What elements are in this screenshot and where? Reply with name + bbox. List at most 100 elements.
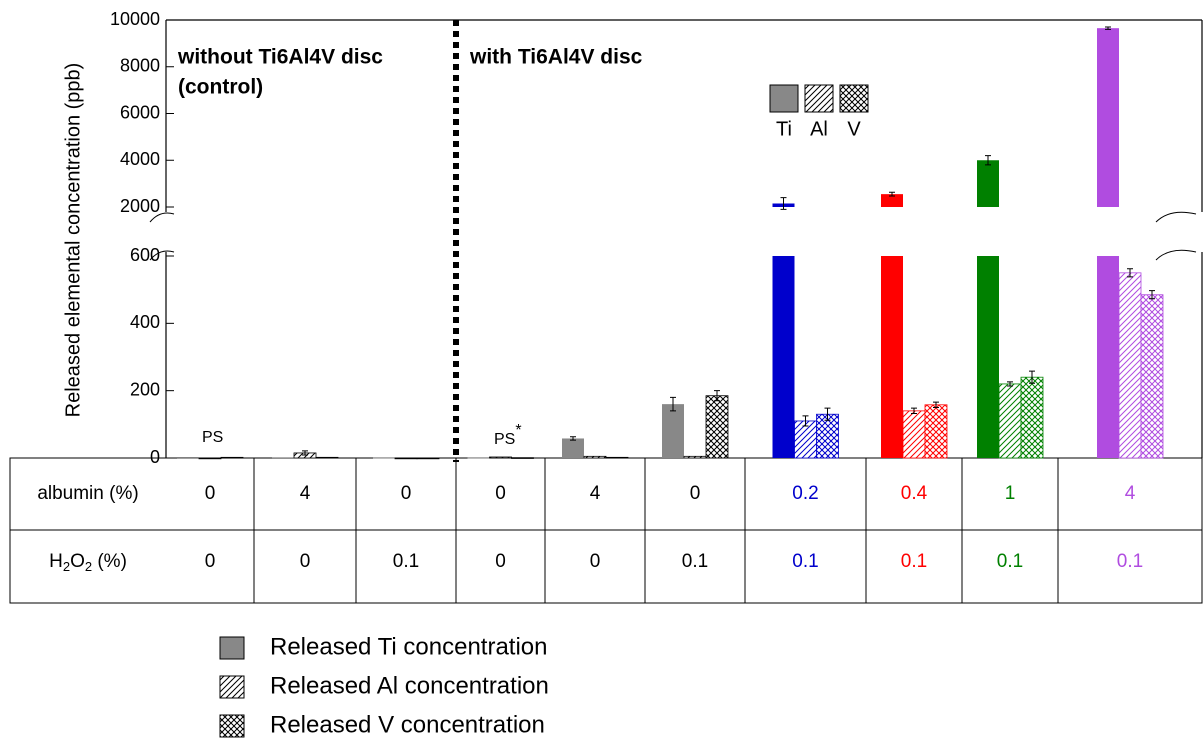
bar <box>683 455 707 459</box>
table-cell: 0 <box>205 551 216 572</box>
legend-swatch <box>219 675 245 699</box>
table-cell: 0 <box>690 483 701 504</box>
error-bar <box>889 191 895 197</box>
axis-break-gap <box>150 212 1204 252</box>
table-cell: 0.2 <box>792 483 818 504</box>
bar <box>416 457 440 460</box>
legend-swatch <box>839 84 869 113</box>
bar <box>467 457 490 459</box>
bar <box>977 256 999 458</box>
table-cell: 0.1 <box>792 551 818 572</box>
row-label: H2O2 (%) <box>49 551 127 574</box>
table-cell: 4 <box>590 483 601 504</box>
y-tick-label: 6000 <box>120 102 160 122</box>
legend-label: V <box>847 118 861 140</box>
bar <box>881 194 903 207</box>
table-cell: 4 <box>1125 483 1136 504</box>
y-tick-label: 4000 <box>120 149 160 169</box>
bar <box>272 457 294 459</box>
sub: 2 <box>85 559 92 574</box>
table-cell: 0.1 <box>682 551 708 572</box>
y-tick-label: 10000 <box>110 9 160 29</box>
table-cell: 0.1 <box>1117 551 1143 572</box>
error-bar <box>824 407 831 421</box>
bar <box>220 456 244 459</box>
legend-swatch <box>219 714 245 738</box>
legend-swatch <box>769 84 799 113</box>
error-bar <box>911 407 917 415</box>
error-bar <box>1029 370 1035 384</box>
annotation: PS <box>202 429 223 446</box>
error-bar <box>302 450 308 456</box>
error-bar <box>1007 381 1013 387</box>
y-tick-label: 8000 <box>120 56 160 76</box>
table-cell: 0 <box>495 551 506 572</box>
o: O <box>70 551 85 572</box>
legend-label: Released V concentration <box>270 711 545 738</box>
bar <box>198 457 222 460</box>
bar <box>394 457 418 460</box>
sub: 2 <box>63 559 70 574</box>
annotation: (control) <box>178 76 263 99</box>
bar <box>1020 376 1044 459</box>
table-cell: 0.1 <box>393 551 419 572</box>
bar <box>1118 272 1142 459</box>
error-bar <box>780 197 787 210</box>
bar <box>816 413 839 459</box>
legend-swatch <box>219 636 245 660</box>
axis-break <box>149 211 1197 261</box>
error-bar <box>670 396 676 412</box>
bar <box>977 160 999 207</box>
legend-swatch <box>804 84 834 113</box>
bar <box>562 438 584 458</box>
error-bar <box>1105 26 1111 30</box>
bar <box>998 383 1022 459</box>
bar <box>1097 28 1119 208</box>
legend-label: Al <box>810 118 828 140</box>
y-tick-label: 600 <box>130 245 160 265</box>
error-bar <box>802 415 809 427</box>
table-cell: 0 <box>590 551 601 572</box>
bar <box>924 404 948 459</box>
legend-label: Ti <box>776 118 792 140</box>
bar <box>373 457 395 459</box>
bar <box>772 256 795 458</box>
table-cell: 0 <box>495 483 506 504</box>
bar <box>1097 256 1119 458</box>
bar <box>583 455 607 459</box>
error-bar <box>933 401 939 408</box>
table-cell: 4 <box>300 483 311 504</box>
bar <box>489 456 512 459</box>
table-cell: 0 <box>401 483 412 504</box>
bar <box>902 410 926 459</box>
bar <box>177 458 199 459</box>
table-cell: 0.1 <box>997 551 1023 572</box>
annotation: with Ti6Al4V disc <box>469 46 643 69</box>
bar <box>315 456 339 459</box>
y-tick-label: 200 <box>130 379 160 399</box>
row-label: albumin (%) <box>37 483 138 504</box>
y-tick-label: 2000 <box>120 196 160 216</box>
error-bar <box>985 155 991 166</box>
ps: PS <box>494 431 515 448</box>
bar <box>662 404 684 458</box>
annotation: without Ti6Al4V disc <box>177 46 383 69</box>
table-cell: 0 <box>205 483 216 504</box>
annotation: PS* <box>494 422 522 448</box>
bar <box>605 456 629 459</box>
error-bar <box>1127 268 1133 278</box>
error-bar <box>714 390 720 402</box>
error-bar <box>570 436 576 441</box>
bar <box>794 420 817 459</box>
table-cell: 0.4 <box>901 483 928 504</box>
bar <box>511 457 534 459</box>
bar <box>1140 294 1164 459</box>
error-bar <box>1149 290 1155 300</box>
table-cell: 0 <box>300 551 311 572</box>
bar <box>881 256 903 458</box>
y-tick-label: 0 <box>150 447 160 467</box>
unit: (%) <box>92 551 127 572</box>
legend-label: Released Ti concentration <box>270 633 548 660</box>
table-cell: 1 <box>1005 483 1016 504</box>
